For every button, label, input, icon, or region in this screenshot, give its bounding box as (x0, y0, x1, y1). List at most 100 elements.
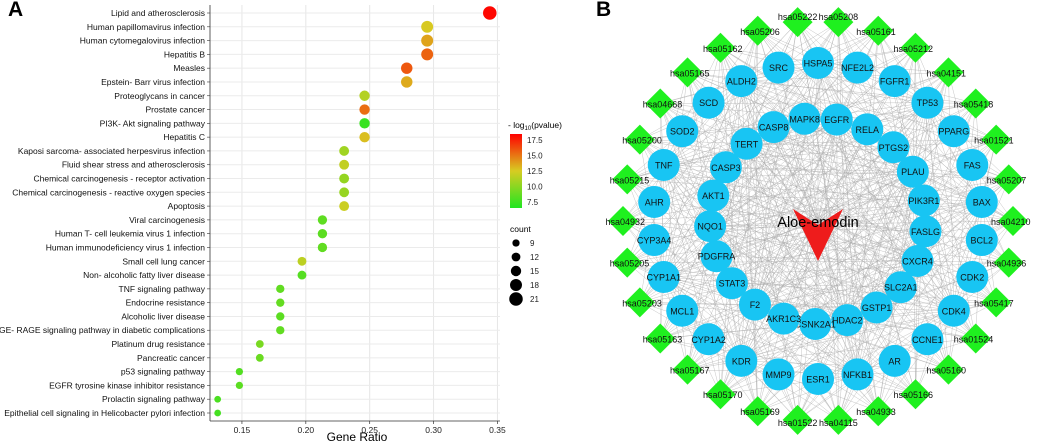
pathway-node (993, 247, 1024, 278)
network-edge (741, 360, 839, 421)
network-edge (639, 139, 918, 262)
pathway-node (960, 323, 991, 354)
size-legend: count 9 12 15 18 21 (509, 224, 539, 306)
pathway-label: Alcoholic liver disease (121, 311, 205, 321)
pathway-point (359, 118, 370, 129)
pathway-label: hsa05417 (974, 298, 1014, 308)
target-label: CCNE1 (912, 335, 943, 345)
target-node (767, 302, 800, 335)
target-node (841, 358, 874, 391)
size-legend-dot (510, 279, 522, 291)
target-label: MMP9 (766, 370, 792, 380)
pathway-label: Hepatitis C (163, 132, 205, 142)
target-node (700, 240, 733, 273)
pathway-point (317, 229, 328, 239)
network-edge (663, 30, 879, 166)
y-tick-labels: Lipid and atherosclerosis Human papilloma… (0, 8, 210, 418)
network-edge (660, 103, 918, 262)
size-legend-label: 12 (530, 253, 539, 262)
pathway-point (317, 215, 328, 225)
pathway-node (742, 15, 773, 46)
pathway-point (276, 284, 285, 294)
target-node (725, 344, 758, 377)
pathway-label: hsa01522 (778, 418, 818, 428)
target-node (956, 148, 989, 181)
target-label: TP53 (917, 98, 939, 108)
pathway-label: hsa05418 (954, 99, 994, 109)
target-node (820, 103, 853, 136)
pathway-label: hsa05222 (778, 12, 818, 22)
pathway-node (981, 124, 1012, 155)
network-edge (836, 119, 879, 412)
size-legend-dot (510, 265, 522, 277)
pathway-point (421, 48, 434, 61)
color-legend-tick-label: 17.5 (527, 136, 543, 145)
pathway-label: Kaposi sarcoma- associated herpesvirus i… (18, 146, 205, 156)
pathway-label: hsa05212 (894, 44, 934, 54)
network-edge (639, 302, 742, 362)
target-node (851, 113, 884, 146)
pathway-label: hsa05170 (703, 390, 743, 400)
target-label: KDR (732, 356, 752, 366)
network-edge (746, 143, 918, 262)
pathway-label: hsa05205 (610, 259, 650, 269)
network-edge (663, 276, 879, 412)
target-node (884, 271, 917, 304)
target-node (901, 245, 934, 278)
pathway-label: Viral carcinogenesis (129, 215, 205, 225)
target-node (860, 291, 893, 324)
pathway-point (276, 326, 285, 335)
pathway-node (933, 57, 964, 88)
target-label: MAPK8 (789, 114, 820, 124)
network-edge (710, 225, 848, 321)
color-legend-ticks: 7.5 10.0 12.5 15.0 17.5 (527, 136, 543, 207)
target-node (725, 65, 758, 98)
pathway-label: Endocrine resistance (126, 298, 206, 308)
size-legend-dot (512, 239, 520, 247)
target-node (638, 185, 671, 218)
pathway-label: hsa05215 (610, 175, 650, 185)
panel-b-label: B (596, 0, 612, 21)
network-edge (917, 220, 1014, 262)
pathway-point (401, 76, 413, 88)
target-label: SLC2A1 (884, 283, 918, 293)
target-label: NFKB1 (843, 370, 872, 380)
target-label: BCL2 (971, 236, 994, 246)
network-edge (627, 179, 918, 262)
pathway-point (317, 242, 328, 253)
network-edge (716, 143, 747, 257)
target-label: SCD (699, 98, 719, 108)
network-edge (817, 147, 894, 222)
pathway-label: Human papillomavirus infection (87, 22, 205, 32)
target-node (692, 86, 725, 119)
network-edge (804, 118, 819, 222)
size-legend-label: 21 (530, 295, 539, 304)
pathway-label: hsa04115 (819, 418, 858, 428)
network-edge (713, 195, 924, 201)
color-legend: - log10(pvalue) 7.5 10.0 12.5 15.0 17.5 (508, 120, 562, 208)
pathway-point (483, 6, 497, 20)
pathway-label: hsa05208 (819, 12, 859, 22)
network-edge (627, 171, 913, 180)
pathway-label: Prostate cancer (145, 105, 205, 115)
pathway-label: hsa05161 (856, 27, 896, 37)
network-edge (847, 171, 914, 321)
target-label: CASP8 (759, 123, 789, 133)
pathway-label: hsa05160 (926, 366, 966, 376)
drug-target-pathway-network: Aloe-emodin EGFR RELA PTGS2 PLAU PIK3R1 FASLG C… (605, 7, 1031, 435)
network-edge (713, 195, 756, 305)
pathway-point (339, 173, 350, 184)
pathway-node (933, 354, 964, 385)
network-edge (836, 119, 877, 308)
target-node (799, 307, 832, 340)
pathway-point (297, 270, 307, 280)
pathway-label: Hepatitis B (164, 49, 205, 59)
target-node (911, 86, 944, 119)
pathway-node (705, 379, 736, 410)
x-tick-label: 0.15 (234, 425, 251, 435)
network-edge (713, 119, 837, 196)
network-edge (731, 127, 774, 284)
pathway-label: Pancreatic cancer (137, 353, 205, 363)
network-edge (817, 171, 913, 222)
target-label: ESR1 (806, 375, 830, 385)
